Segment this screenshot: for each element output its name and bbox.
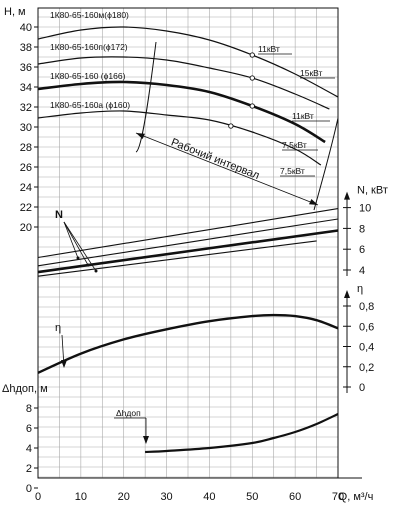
head-tick-label: 26 — [20, 162, 32, 174]
efficiency-tick-label: 0,2 — [359, 362, 374, 374]
power-rating-label: 15кВт — [300, 68, 323, 78]
q-tick-label: 10 — [75, 491, 87, 503]
head-curve — [37, 26, 339, 98]
bep-marker — [249, 75, 255, 81]
power-leader-line — [63, 221, 89, 266]
efficiency-curve-label: η — [55, 322, 61, 334]
power-curve-label: N — [55, 209, 63, 221]
power-rating-label: 7,5кВт — [282, 140, 307, 150]
power-curve — [37, 240, 317, 277]
power-tick-label: 10 — [359, 203, 371, 215]
head-tick-label: 30 — [20, 122, 32, 134]
plot-frame — [37, 7, 339, 479]
head-curve-label: 1К80-65-160а (ϕ160) — [50, 100, 130, 110]
npsh-tick-label: 2 — [26, 463, 32, 475]
power-leader-arrowhead — [94, 269, 98, 273]
head-tick-label: 28 — [20, 142, 32, 154]
power-rating-label: 11кВт — [292, 111, 314, 121]
power-leader-arrowhead — [76, 256, 80, 260]
work-range-label: Рабочий интервал — [169, 136, 261, 182]
power-axis-arrow — [344, 191, 350, 200]
npsh-curve-label: Δhдоп — [116, 408, 141, 418]
work-range-arrowhead-right — [309, 199, 318, 205]
head-curve — [37, 80, 326, 144]
power-tick-label: 6 — [359, 244, 365, 256]
head-axis-title: H, м — [4, 6, 26, 18]
q-tick-label: 50 — [246, 491, 258, 503]
q-tick-label: 0 — [35, 491, 41, 503]
head-curve — [37, 56, 330, 110]
head-curve — [37, 110, 322, 166]
work-range-right-boundary — [313, 117, 339, 211]
head-tick-label: 36 — [20, 62, 32, 74]
npsh-tick-label: 0 — [26, 483, 32, 495]
efficiency-leader-arrowhead — [61, 360, 67, 368]
bep-marker — [249, 52, 255, 58]
efficiency-curve — [37, 313, 339, 374]
q-tick-label: 70 — [332, 491, 344, 503]
npsh-axis-title: Δhдоп, м — [2, 383, 48, 395]
bep-marker — [228, 123, 234, 129]
power-leader-line — [63, 221, 97, 272]
power-rating-label: 7,5кВт — [280, 166, 305, 176]
work-range-arrowhead-left — [136, 133, 145, 139]
q-axis-title: Q, м³/ч — [339, 491, 374, 503]
head-curve-label: 1К80-65-160 (ϕ166) — [50, 71, 126, 81]
efficiency-axis-arrow — [344, 290, 350, 298]
q-tick-label: 60 — [289, 491, 301, 503]
bep-marker — [249, 103, 255, 109]
power-curve — [37, 208, 339, 259]
q-tick-label: 20 — [118, 491, 130, 503]
curves — [37, 26, 339, 454]
head-curve-label: 1К80-65-160м(ϕ180) — [50, 10, 129, 20]
head-tick-label: 24 — [20, 182, 32, 194]
head-tick-label: 34 — [20, 82, 32, 94]
power-tick-label: 4 — [359, 265, 365, 277]
work-range-arrow — [135, 132, 319, 206]
power-curve — [37, 218, 339, 267]
efficiency-tick-label: 0,8 — [359, 301, 374, 313]
npsh-leader-arrowhead — [143, 436, 149, 444]
axes — [34, 7, 362, 489]
work-range-left-boundary — [135, 41, 157, 153]
efficiency-tick-label: 0,4 — [359, 342, 374, 354]
power-leader-arrowhead — [86, 263, 90, 267]
power-rating-label: 11кВт — [258, 44, 280, 54]
head-tick-label: 22 — [20, 202, 32, 214]
npsh-tick-label: 4 — [26, 443, 32, 455]
head-tick-label: 32 — [20, 102, 32, 114]
efficiency-tick-label: 0 — [359, 382, 365, 394]
q-tick-label: 30 — [160, 491, 172, 503]
npsh-tick-label: 6 — [26, 423, 32, 435]
power-leader-line — [63, 221, 79, 259]
efficiency-tick-label: 0,6 — [359, 321, 374, 333]
npsh-tick-label: 8 — [26, 403, 32, 415]
power-tick-label: 8 — [359, 223, 365, 235]
power-curve — [37, 229, 339, 274]
power-axis-title: N, кВт — [357, 185, 388, 197]
efficiency-axis-title: η — [357, 283, 363, 295]
head-tick-label: 20 — [20, 222, 32, 234]
head-tick-label: 40 — [20, 22, 32, 34]
head-curve-label: 1К80-65-160п(ϕ172) — [50, 42, 128, 52]
npsh-curve — [145, 413, 339, 454]
q-tick-label: 40 — [203, 491, 215, 503]
head-tick-label: 38 — [20, 42, 32, 54]
